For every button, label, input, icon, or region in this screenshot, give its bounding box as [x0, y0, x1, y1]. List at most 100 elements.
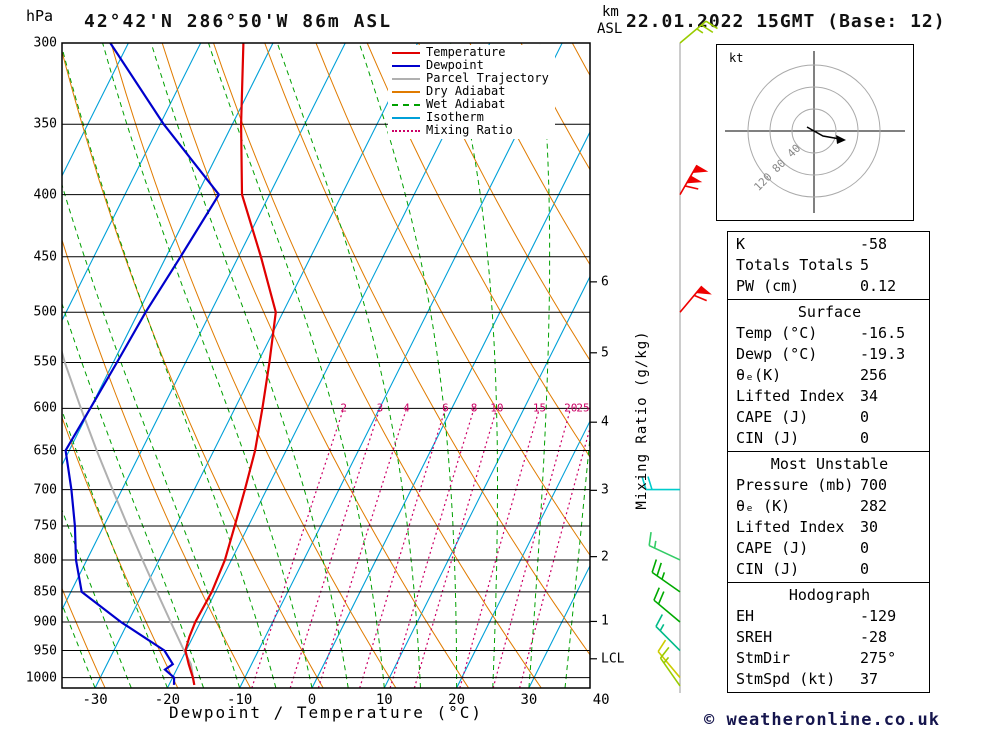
stat-value: 256 [860, 366, 888, 384]
barb-staff [653, 599, 681, 623]
pressure-tick-label: 400 [33, 187, 57, 203]
barb-feather [656, 562, 663, 577]
wind-barb [651, 559, 681, 593]
pressure-tick-label: 1000 [25, 670, 57, 686]
wet-adiabat-line [358, 43, 458, 688]
barb-feather [701, 24, 714, 34]
pressure-tick-label: 350 [33, 116, 57, 132]
wind-barb [655, 614, 681, 652]
barb-feather [659, 646, 670, 659]
panel-title: Surface [797, 303, 862, 321]
stat-label: StmSpd (kt) [736, 670, 836, 688]
stat-label: StmDir [736, 649, 791, 667]
panel-hodograph: Hodograph EH -129 SREH -28 StmDir 275° StmSpd (… [727, 582, 930, 693]
pressure-tick-label: 950 [33, 643, 57, 659]
hodograph-ring [791, 108, 837, 154]
barb-feather [651, 559, 658, 573]
pressure-tick-label: 450 [33, 249, 57, 265]
stat-label: CIN (J) [736, 560, 800, 578]
temperature-tick-label: -10 [227, 692, 253, 708]
legend-item: Mixing Ratio [392, 124, 549, 137]
barb-feather [641, 476, 647, 490]
legend-swatch [392, 103, 420, 106]
km-tick-label: 1 [601, 613, 609, 629]
stat-row: Dewp (°C) -19.3 [736, 344, 923, 365]
stat-value: 0 [860, 560, 870, 578]
mixing-ratio-value-label: 6 [442, 401, 449, 415]
legend-item-label: Mixing Ratio [426, 123, 513, 137]
pressure-tick-label: 800 [33, 552, 57, 568]
hodograph-unit-label: kt [729, 51, 744, 65]
wind-barb [641, 476, 680, 491]
stat-row: Temp (°C) -16.5 [736, 323, 923, 344]
legend-item: Wet Adiabat [392, 98, 549, 111]
barb-feather [693, 294, 707, 302]
dry-adiabat-line [418, 43, 590, 362]
mixing-ratio-value-label: 20 [564, 401, 578, 415]
legend-swatch [392, 64, 420, 67]
legend-item-label: Temperature [426, 45, 506, 59]
wind-barb [679, 285, 712, 313]
legend-swatch [392, 116, 420, 119]
temperature-tick-label: -30 [82, 692, 108, 708]
dry-adiabat-line [161, 43, 470, 688]
pressure-tick-label: 750 [33, 518, 57, 534]
stat-label: Pressure (mb) [736, 476, 854, 494]
stat-label: Lifted Index [736, 387, 845, 405]
wet-adiabat-line [0, 43, 23, 688]
panel-indices: K -58 Totals Totals 5 PW (cm) 0.12 [727, 231, 930, 300]
legend-item-label: Isotherm [426, 110, 484, 124]
isotherm-line [239, 43, 563, 688]
legend-swatch [392, 129, 420, 132]
legend-item: Isotherm [392, 111, 549, 124]
mixing-ratio-value-label: 3 [376, 401, 384, 415]
copyright-watermark: © weatheronline.co.uk [704, 710, 940, 730]
mixing-ratio-value-label: 8 [470, 401, 478, 415]
stat-value: 0 [860, 429, 870, 447]
wet-adiabat-line [276, 43, 421, 688]
pressure-tick-label: 550 [33, 354, 57, 370]
km-tick-label: 5 [601, 345, 609, 361]
chart-legend: Temperature Dewpoint Parcel Trajectory Dry … [388, 45, 555, 139]
isotherm-line [528, 564, 590, 688]
wet-adiabat-line [62, 409, 168, 688]
wind-barb [648, 532, 681, 561]
barb-feather [705, 20, 718, 30]
stat-value: 275° [860, 649, 897, 667]
legend-item: Temperature [392, 46, 549, 59]
stat-row: CAPE (J) 0 [736, 538, 923, 559]
height-axis-asl-label: ASL [597, 21, 623, 37]
legend-item-label: Parcel Trajectory [426, 71, 549, 85]
stat-row: Lifted Index 30 [736, 517, 923, 538]
barb-flag [692, 165, 709, 173]
stat-value: 5 [860, 256, 870, 274]
stat-label: K [736, 235, 746, 253]
stat-label: EH [736, 607, 755, 625]
isotherm-line [62, 43, 346, 611]
temperature-tick-label: 30 [520, 692, 538, 708]
km-tick-label: 6 [601, 274, 609, 290]
wet-adiabat-line [62, 302, 205, 688]
barb-half-feather [653, 540, 657, 549]
stat-row: K -58 [736, 234, 923, 255]
isotherm-line [383, 275, 590, 688]
dry-adiabat-line [213, 43, 542, 688]
mixing-ratio-line [389, 408, 475, 688]
stat-label: θₑ(K) [736, 366, 782, 384]
mixing-ratio-line [519, 425, 590, 688]
pressure-tick-label: 500 [33, 304, 57, 320]
isotherm-line [62, 43, 202, 322]
panel-title: Hodograph [788, 586, 871, 604]
wind-barb [659, 646, 681, 687]
dry-adiabat-line [62, 415, 179, 688]
wet-adiabat-line [208, 43, 385, 688]
temperature-tick-label: 10 [375, 692, 393, 708]
stat-row: Lifted Index 34 [736, 386, 923, 407]
barb-feather [648, 532, 652, 546]
panel-surface: Surface Temp (°C) -16.5 Dewp (°C) -19.3 θₑ(K)… [727, 299, 930, 452]
legend-swatch [392, 51, 420, 54]
barb-staff [651, 571, 681, 593]
stat-value: -58 [860, 235, 888, 253]
panel-most-unstable: Most Unstable Pressure (mb) 700 θₑ (K) 282 Li… [727, 451, 930, 583]
